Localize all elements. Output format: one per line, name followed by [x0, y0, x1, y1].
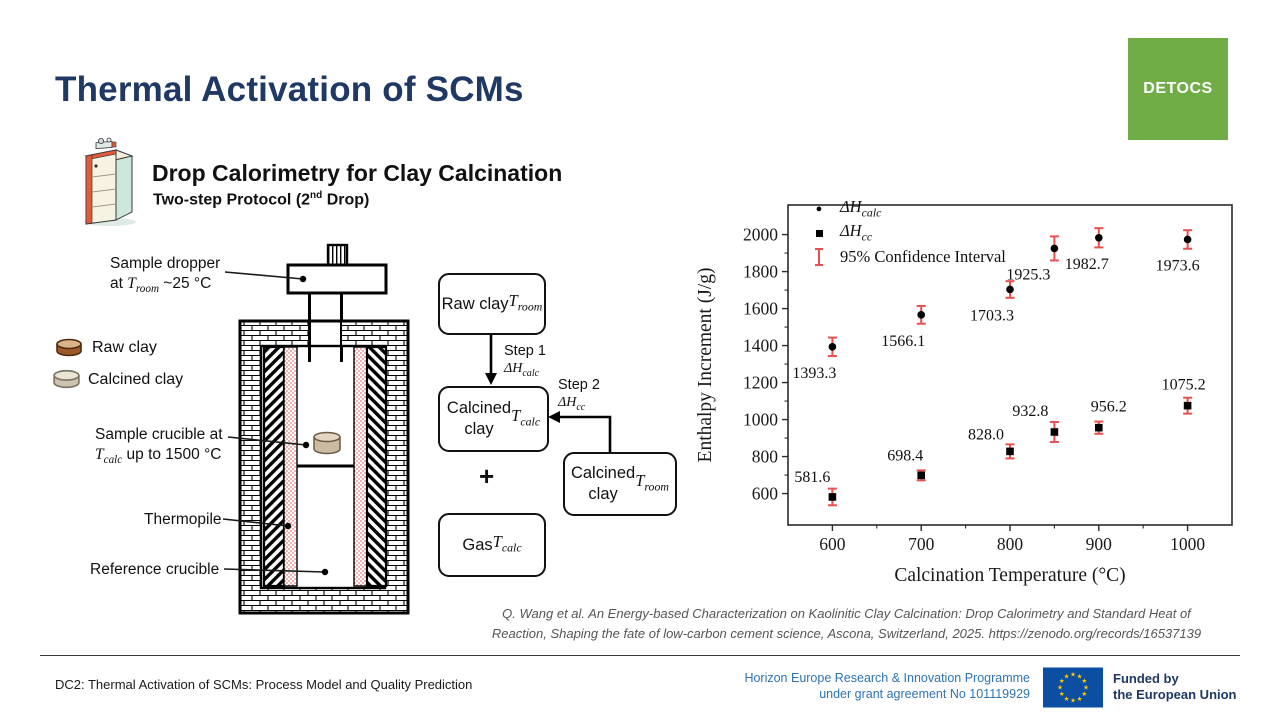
svg-text:2000: 2000 — [743, 225, 778, 245]
svg-text:★: ★ — [1070, 698, 1076, 705]
svg-text:1982.7: 1982.7 — [1065, 256, 1109, 273]
legend-errorbar-marker — [815, 248, 823, 266]
thermopile-left — [283, 346, 298, 587]
page-title: Thermal Activation of SCMs — [55, 70, 524, 109]
flow-box-calcined-tcalc: Calcined clay Tcalc — [438, 386, 549, 452]
footer-funded: Funded by the European Union — [1113, 671, 1237, 703]
svg-text:1973.6: 1973.6 — [1156, 257, 1200, 274]
svg-text:581.6: 581.6 — [794, 469, 830, 486]
funded-line2: the European Union — [1113, 687, 1237, 702]
flow-box-gas: Gas Tcalc — [438, 513, 546, 577]
svg-text:1600: 1600 — [743, 299, 778, 319]
svg-text:★: ★ — [1064, 673, 1070, 680]
thermopile-right — [353, 346, 368, 587]
svg-text:★: ★ — [1059, 691, 1065, 698]
arrowhead-step1 — [485, 373, 497, 385]
svg-text:1200: 1200 — [743, 373, 778, 393]
sample-crucible — [313, 431, 341, 455]
eu-flag-icon: ★ ★★★★★★★★★★★ — [1043, 667, 1103, 708]
insulation-left — [262, 345, 286, 588]
svg-text:★: ★ — [1070, 672, 1076, 679]
svg-text:1393.3: 1393.3 — [792, 365, 836, 382]
chart-legend-label: 95% Confidence Interval — [840, 247, 1006, 266]
svg-text:932.8: 932.8 — [1012, 403, 1048, 420]
svg-text:★: ★ — [1077, 673, 1083, 680]
furnace-icon — [84, 137, 136, 226]
svg-text:★: ★ — [1059, 678, 1065, 685]
svg-text:★: ★ — [1077, 696, 1083, 703]
chart-legend-item: ΔHcc — [809, 221, 1006, 245]
flow-step2-dh: ΔHcc — [558, 395, 586, 413]
flow-step1-label: Step 1 — [504, 343, 546, 359]
insulation-right — [365, 345, 388, 588]
chart-legend: ● ΔHcalc ΔHcc 95% Confidence Interval — [809, 197, 1006, 269]
svg-text:1000: 1000 — [1170, 534, 1205, 554]
svg-text:800: 800 — [997, 534, 1024, 554]
eu-flag-stars: ★ ★★★★★★★★★★★ — [1057, 672, 1089, 705]
flow-box-raw-clay: Raw clay Troom — [438, 273, 546, 335]
svg-text:1925.3: 1925.3 — [1006, 266, 1050, 283]
svg-text:698.4: 698.4 — [887, 447, 923, 464]
calcined-clay-icon — [53, 369, 80, 389]
svg-text:800: 800 — [752, 447, 779, 467]
legend-circle-marker: ● — [815, 203, 823, 215]
svg-text:Calcination Temperature (°C): Calcination Temperature (°C) — [894, 565, 1125, 586]
chart-legend-item: ● ΔHcalc — [809, 197, 1006, 221]
label-raw-clay: Raw clay — [92, 339, 157, 356]
svg-text:1400: 1400 — [743, 336, 778, 356]
flow-plus-sign: + — [479, 461, 495, 491]
flow-step1-dh: ΔHcalc — [504, 361, 540, 379]
svg-text:1000: 1000 — [743, 410, 778, 430]
arrowhead-step2 — [548, 411, 560, 423]
programme-line2: under grant agreement No 101119929 — [819, 686, 1030, 701]
raw-clay-icon — [56, 338, 82, 357]
svg-text:956.2: 956.2 — [1091, 399, 1127, 416]
svg-text:★: ★ — [1083, 685, 1089, 692]
label-thermopile: Thermopile — [144, 511, 222, 528]
svg-text:★: ★ — [1057, 685, 1063, 692]
legend-square-marker — [815, 229, 823, 237]
chart-legend-item: 95% Confidence Interval — [809, 245, 1006, 269]
svg-text:1075.2: 1075.2 — [1162, 377, 1206, 394]
label-sample-dropper: Sample dropper at Troom ~25 °C — [110, 255, 221, 296]
svg-text:Enthalpy Increment (J/g): Enthalpy Increment (J/g) — [695, 268, 716, 463]
label-calcined-clay: Calcined clay — [88, 371, 184, 388]
sample-dropper-chamber — [286, 263, 388, 295]
svg-text:700: 700 — [908, 534, 935, 554]
funded-line1: Funded by — [1113, 671, 1179, 686]
label-sample-crucible: Sample crucible at Tcalc up to 1500 °C — [95, 426, 223, 467]
section-title: Drop Calorimetry for Clay Calcination — [152, 160, 563, 186]
footer-programme: Horizon Europe Research & Innovation Pro… — [700, 671, 1030, 702]
programme-line1: Horizon Europe Research & Innovation Pro… — [744, 671, 1030, 685]
citation-line1: Q. Wang et al. An Energy-based Character… — [502, 606, 1191, 621]
svg-text:900: 900 — [1086, 534, 1113, 554]
svg-text:1703.3: 1703.3 — [970, 307, 1014, 324]
footer-divider — [40, 655, 1240, 656]
label-reference-crucible: Reference crucible — [90, 561, 220, 578]
svg-text:600: 600 — [819, 534, 846, 554]
svg-text:600: 600 — [752, 484, 779, 504]
enthalpy-chart-plot: 600 700 800 900 1000 600 800 1000 1200 1400 1600 18… — [695, 204, 1233, 586]
calorimeter-diagram — [238, 243, 410, 615]
detocs-logo: DETOCS — [1128, 38, 1228, 140]
citation-line2: Reaction, Shaping the fate of low-carbon… — [491, 625, 1202, 641]
detocs-logo-text: DETOCS — [1143, 80, 1213, 97]
svg-text:1566.1: 1566.1 — [881, 333, 925, 350]
chart-legend-label: ΔHcc — [840, 221, 873, 244]
svg-text:★: ★ — [1081, 678, 1087, 685]
flow-step2-label: Step 2 — [558, 377, 600, 393]
section-subtitle: Two-step Protocol (2nd Drop) — [153, 190, 370, 209]
flow-box-calcined-troom: Calcined clay Troom — [563, 452, 677, 516]
svg-text:828.0: 828.0 — [968, 426, 1004, 443]
svg-text:★: ★ — [1064, 696, 1070, 703]
footer-project-label: DC2: Thermal Activation of SCMs: Process… — [55, 677, 473, 692]
citation: Q. Wang et al. An Energy-based Character… — [443, 604, 1250, 643]
chart-legend-label: ΔHcalc — [840, 197, 882, 220]
enthalpy-chart: 600 700 800 900 1000 600 800 1000 1200 1400 1600 18… — [695, 180, 1250, 595]
svg-text:1800: 1800 — [743, 262, 778, 282]
svg-text:★: ★ — [1081, 691, 1087, 698]
